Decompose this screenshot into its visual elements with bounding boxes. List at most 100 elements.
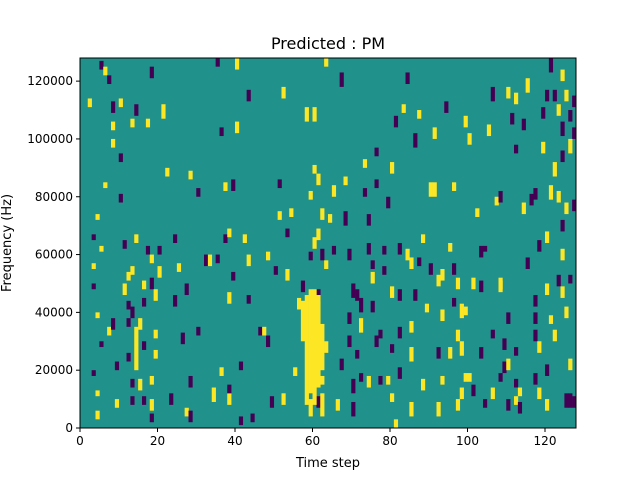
- heatmap-cell: [424, 303, 430, 313]
- heatmap-cell: [118, 98, 123, 108]
- heatmap-cell: [541, 107, 546, 119]
- chart-title: Predicted : PM: [271, 34, 385, 53]
- heatmap-cell: [304, 295, 309, 405]
- heatmap-cell: [448, 243, 453, 252]
- heatmap-cell: [91, 283, 96, 290]
- heatmap-cell: [250, 413, 255, 423]
- x-tick-label: 40: [227, 434, 242, 448]
- heatmap-cell: [479, 347, 484, 359]
- heatmap-cell: [262, 326, 267, 336]
- heatmap-cell: [436, 347, 441, 359]
- heatmap-cell: [483, 245, 488, 252]
- heatmap-cell: [556, 104, 561, 116]
- heatmap-cell: [134, 234, 139, 243]
- heatmap-cell: [176, 263, 182, 272]
- heatmap-cell: [502, 338, 507, 350]
- heatmap-cell: [444, 101, 449, 113]
- heatmap-cell: [440, 269, 445, 281]
- x-tick-label: 0: [76, 434, 84, 448]
- heatmap-cell: [207, 254, 213, 267]
- heatmap-cell: [223, 182, 228, 191]
- heatmap-cell: [366, 375, 371, 388]
- heatmap-cell: [320, 323, 325, 371]
- plot-background: [80, 58, 576, 428]
- heatmap-cell: [266, 335, 271, 348]
- plot-frame: [79, 57, 577, 429]
- heatmap-cell: [366, 243, 371, 255]
- heatmap-cell: [238, 361, 244, 371]
- heatmap-cell: [169, 393, 174, 405]
- heatmap-cell: [145, 245, 151, 255]
- heatmap-cell: [142, 297, 147, 307]
- heatmap-cell: [335, 399, 340, 411]
- x-axis-label: Time step: [295, 456, 360, 471]
- heatmap-cell: [455, 399, 461, 411]
- heatmap-cell: [506, 86, 511, 99]
- heatmap-cell: [514, 144, 519, 154]
- heatmap-cell: [149, 277, 154, 290]
- heatmap-cell: [320, 393, 325, 417]
- heatmap-cell: [355, 289, 360, 301]
- heatmap-cell: [339, 72, 344, 87]
- heatmap-cell: [149, 399, 154, 411]
- heatmap-cell: [316, 228, 321, 241]
- heatmap-cell: [390, 162, 395, 174]
- heatmap-cell: [390, 286, 395, 298]
- heatmap-cell: [328, 214, 333, 223]
- heatmap-cell: [378, 375, 383, 385]
- heatmap-cell: [471, 277, 476, 290]
- heatmap-cell: [196, 326, 201, 336]
- heatmap-cell: [541, 141, 546, 154]
- heatmap-cell: [130, 306, 135, 319]
- heatmap-cell: [258, 326, 263, 336]
- heatmap-cell: [362, 159, 368, 168]
- heatmap-cell: [533, 373, 538, 385]
- heatmap-cell: [545, 283, 550, 296]
- x-tick-label: 60: [305, 434, 320, 448]
- heatmap-cell: [126, 318, 131, 327]
- heatmap-cell: [552, 89, 557, 102]
- heatmap-cell: [475, 208, 480, 217]
- heatmap-cell: [393, 115, 399, 128]
- y-axis-label: Frequency (Hz): [0, 194, 15, 292]
- heatmap-cell: [359, 297, 364, 313]
- heatmap-cell: [347, 335, 352, 348]
- heatmap-cell: [417, 257, 422, 267]
- heatmap-cell: [556, 274, 561, 287]
- heatmap-cell: [568, 358, 573, 371]
- heatmap-cell: [173, 234, 178, 243]
- heatmap-cell: [231, 271, 236, 281]
- heatmap-cell: [397, 326, 402, 339]
- heatmap-cell: [149, 66, 154, 79]
- heatmap-cell: [537, 240, 542, 252]
- y-tick-label: 0: [65, 421, 73, 435]
- heatmap-cell: [122, 283, 127, 296]
- heatmap-cell: [312, 164, 317, 174]
- heatmap-cell: [331, 245, 337, 255]
- heatmap-cell: [231, 179, 236, 191]
- heatmap-cell: [552, 329, 557, 342]
- heatmap-cell: [436, 401, 441, 417]
- heatmap-cell: [514, 347, 519, 356]
- heatmap-cell: [180, 332, 185, 345]
- heatmap-cell: [568, 393, 573, 408]
- heatmap-cell: [103, 66, 108, 76]
- heatmap-cell: [138, 318, 143, 330]
- heatmap-cell: [517, 401, 523, 414]
- heatmap-cell: [320, 375, 325, 385]
- heatmap-cell: [359, 373, 364, 382]
- heatmap-cell: [405, 248, 410, 261]
- heatmap-cell: [572, 396, 577, 408]
- heatmap-cell: [421, 234, 426, 243]
- heatmap-cell: [107, 75, 112, 85]
- heatmap-cell: [343, 211, 348, 226]
- heatmap-cell: [153, 289, 158, 301]
- heatmap-cell: [533, 188, 538, 200]
- heatmap-cell: [130, 378, 135, 388]
- heatmap-cell: [413, 289, 418, 301]
- heatmap-cell: [490, 329, 495, 339]
- heatmap-cell: [417, 110, 422, 119]
- heatmap-cell: [517, 387, 523, 397]
- heatmap-cell: [308, 289, 313, 394]
- heatmap-cell: [498, 190, 503, 203]
